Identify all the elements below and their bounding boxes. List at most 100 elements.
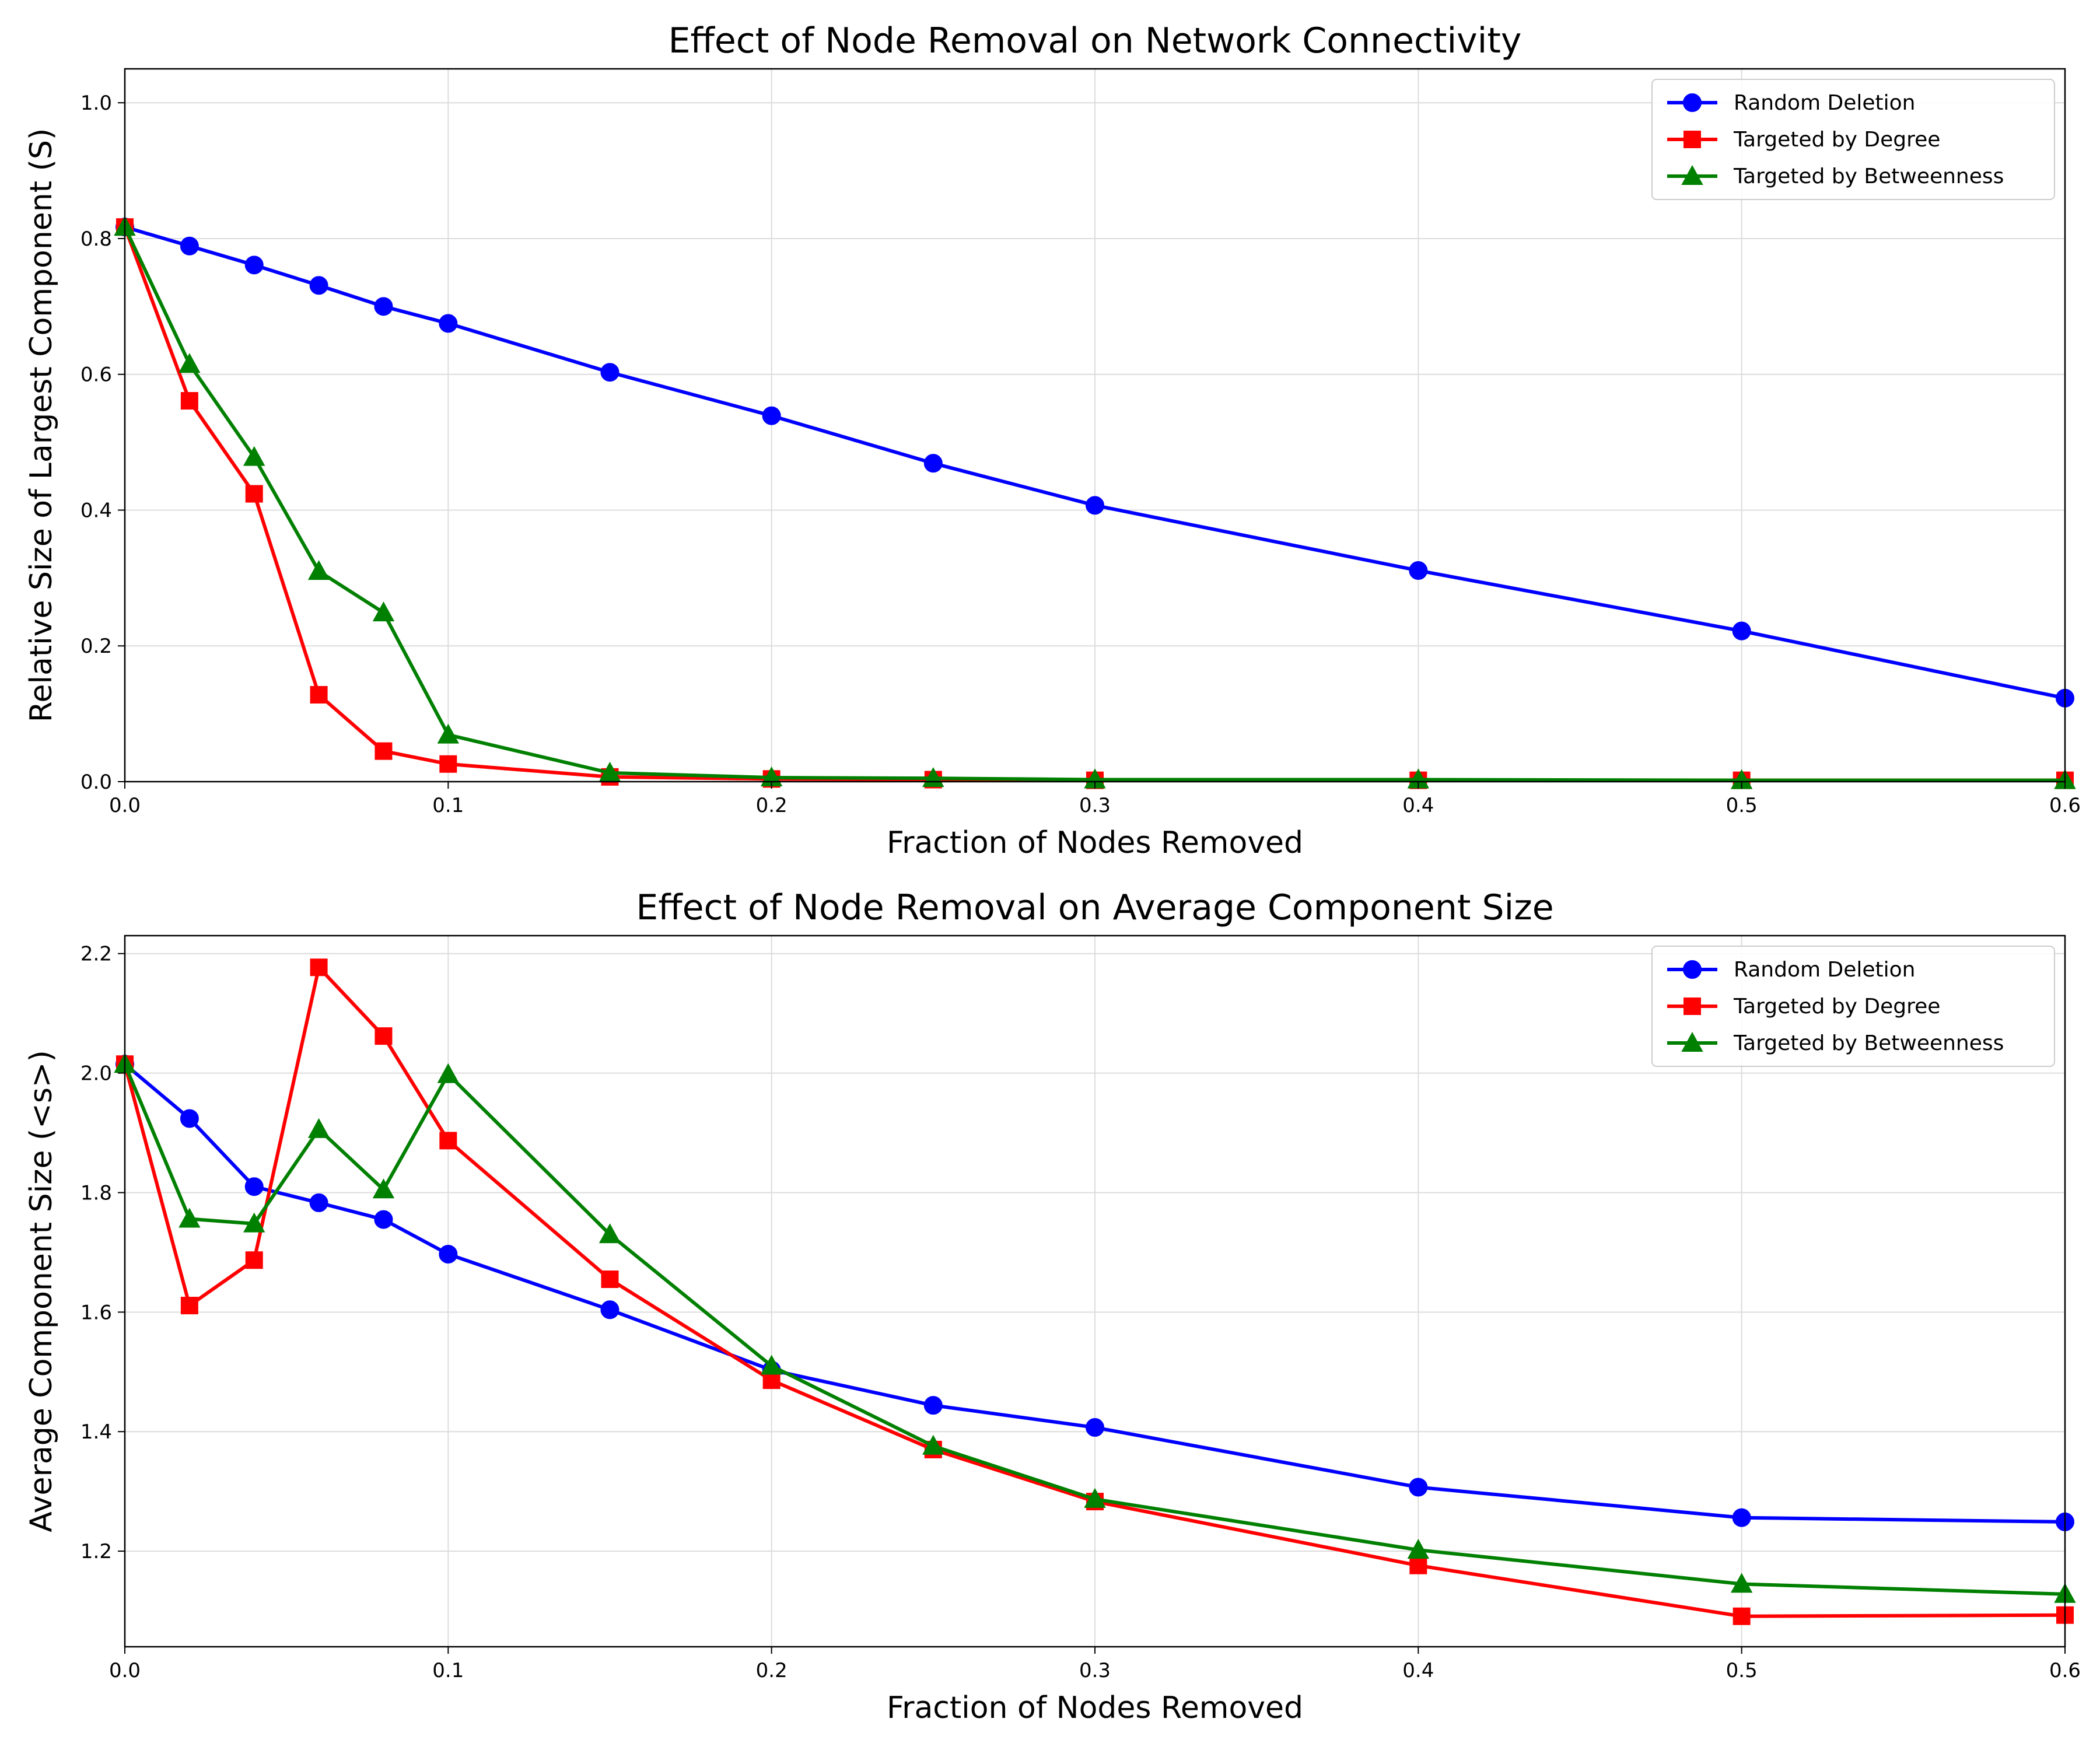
data-point-2-1	[178, 353, 201, 373]
legend-label: Random Deletion	[1734, 958, 1915, 982]
y-tick-label: 0.0	[80, 771, 112, 794]
data-point-0-4	[374, 1210, 393, 1229]
data-point-0-3	[309, 1193, 328, 1212]
series-2	[114, 216, 2076, 789]
data-point-0-7	[762, 406, 781, 425]
x-tick-label: 0.1	[432, 1659, 464, 1682]
data-point-0-9	[1086, 1418, 1104, 1437]
legend: Random Deletion Targeted by Degree Targete…	[1651, 946, 2055, 1067]
x-tick-label: 0.4	[1402, 1659, 1434, 1682]
x-tick-label: 0.6	[2049, 794, 2081, 817]
y-tick-label: 1.4	[80, 1420, 112, 1444]
data-point-0-2	[244, 1177, 264, 1196]
data-point-2-5	[437, 723, 460, 744]
x-tick-label: 0.4	[1402, 794, 1434, 817]
x-tick-label: 0.3	[1079, 794, 1111, 817]
data-point-1-4	[374, 742, 393, 760]
data-point-0-10	[1409, 561, 1428, 580]
x-axis-label: Fraction of Nodes Removed	[887, 825, 1303, 860]
y-axis-label: Average Component Size (<s>)	[24, 1050, 59, 1532]
y-tick-label: 0.2	[80, 635, 112, 658]
x-tick-label: 0.1	[432, 794, 464, 817]
data-point-2-9	[1084, 1488, 1106, 1508]
y-axis-label: Relative Size of Largest Component (S)	[24, 128, 59, 722]
x-tick-label: 0.5	[1726, 794, 1758, 817]
x-tick-label: 0.5	[1726, 1659, 1758, 1682]
y-tick-label: 1.8	[80, 1181, 112, 1205]
data-point-0-2	[244, 256, 264, 275]
data-point-2-6	[598, 1223, 621, 1244]
data-point-2-11	[1730, 1573, 1753, 1593]
data-point-2-4	[372, 601, 395, 622]
legend-label: Targeted by Degree	[1733, 995, 1940, 1019]
data-point-1-1	[180, 392, 198, 410]
y-tick-label: 0.8	[80, 228, 112, 251]
data-point-2-10	[1407, 1538, 1430, 1559]
y-tick-label: 1.6	[80, 1301, 112, 1324]
legend-marker-1	[1684, 998, 1701, 1015]
data-point-2-1	[178, 1208, 201, 1228]
data-point-0-4	[374, 297, 393, 316]
x-tick-label: 0.0	[109, 1659, 141, 1682]
legend-label: Random Deletion	[1734, 91, 1915, 115]
chart-title: Effect of Node Removal on Average Compon…	[636, 887, 1553, 928]
x-axis-label: Fraction of Nodes Removed	[887, 1690, 1303, 1726]
data-point-1-10	[1409, 1556, 1427, 1574]
data-point-0-8	[923, 454, 943, 473]
legend-label: Targeted by Betweenness	[1733, 1031, 2004, 1055]
x-tick-label: 0.2	[756, 794, 788, 817]
data-point-0-6	[600, 363, 620, 382]
data-point-1-2	[245, 1251, 263, 1269]
legend-marker-2	[1681, 164, 1703, 185]
y-tick-label: 1.0	[80, 92, 112, 115]
data-point-0-11	[1732, 621, 1751, 640]
legend-label: Targeted by Degree	[1733, 128, 1940, 152]
data-point-2-5	[437, 1063, 460, 1083]
chart-title: Effect of Node Removal on Network Connec…	[668, 20, 1522, 61]
data-point-0-5	[439, 314, 458, 333]
legend-label: Targeted by Betweenness	[1733, 164, 2004, 188]
x-tick-label: 0.0	[109, 794, 141, 817]
data-point-1-5	[439, 1132, 457, 1150]
data-point-0-5	[439, 1244, 458, 1264]
legend-marker-1	[1684, 131, 1701, 148]
data-point-1-3	[310, 686, 328, 704]
data-point-2-3	[307, 1118, 330, 1138]
y-tick-label: 0.6	[80, 363, 112, 387]
data-point-2-2	[243, 1212, 265, 1233]
data-point-0-9	[1086, 496, 1104, 515]
x-tick-label: 0.6	[2049, 1659, 2081, 1682]
data-point-2-2	[243, 446, 265, 466]
data-point-2-8	[922, 1434, 944, 1455]
data-point-0-10	[1409, 1478, 1428, 1497]
chart-1: 0.0 0.1 0.2 0.3 0.4 0.5 0.6 0.0 0.2 0.4 0.6 0.8 1.0 E…	[24, 20, 2081, 860]
data-point-1-1	[180, 1297, 198, 1315]
data-point-1-11	[1732, 1607, 1751, 1625]
data-point-0-1	[180, 236, 199, 256]
data-point-1-5	[439, 755, 457, 773]
chart-2: 0.0 0.1 0.2 0.3 0.4 0.5 0.6 1.2 1.4 1.6 1.8 2.0 2.2 E…	[24, 887, 2081, 1726]
data-point-1-6	[601, 1270, 619, 1289]
y-tick-label: 0.4	[80, 499, 112, 522]
data-point-1-4	[374, 1027, 393, 1045]
series-2	[114, 1053, 2076, 1603]
legend: Random Deletion Targeted by Degree Targete…	[1651, 79, 2055, 200]
data-point-0-11	[1732, 1508, 1751, 1527]
legend-marker-2	[1681, 1031, 1703, 1052]
data-point-0-3	[309, 276, 328, 295]
x-tick-label: 0.2	[756, 1659, 788, 1682]
y-tick-label: 1.2	[80, 1540, 112, 1563]
y-tick-label: 2.0	[80, 1062, 112, 1086]
data-point-2-7	[760, 1354, 783, 1375]
x-tick-label: 0.3	[1079, 1659, 1111, 1682]
legend-box	[1651, 79, 2055, 200]
data-point-0-1	[180, 1109, 199, 1128]
legend-marker-0	[1683, 960, 1702, 979]
data-point-1-2	[245, 485, 263, 503]
legend-box	[1651, 946, 2055, 1067]
data-point-1-3	[310, 958, 328, 977]
y-tick-label: 2.2	[80, 943, 112, 966]
legend-marker-0	[1683, 93, 1702, 112]
data-point-2-3	[307, 560, 330, 580]
